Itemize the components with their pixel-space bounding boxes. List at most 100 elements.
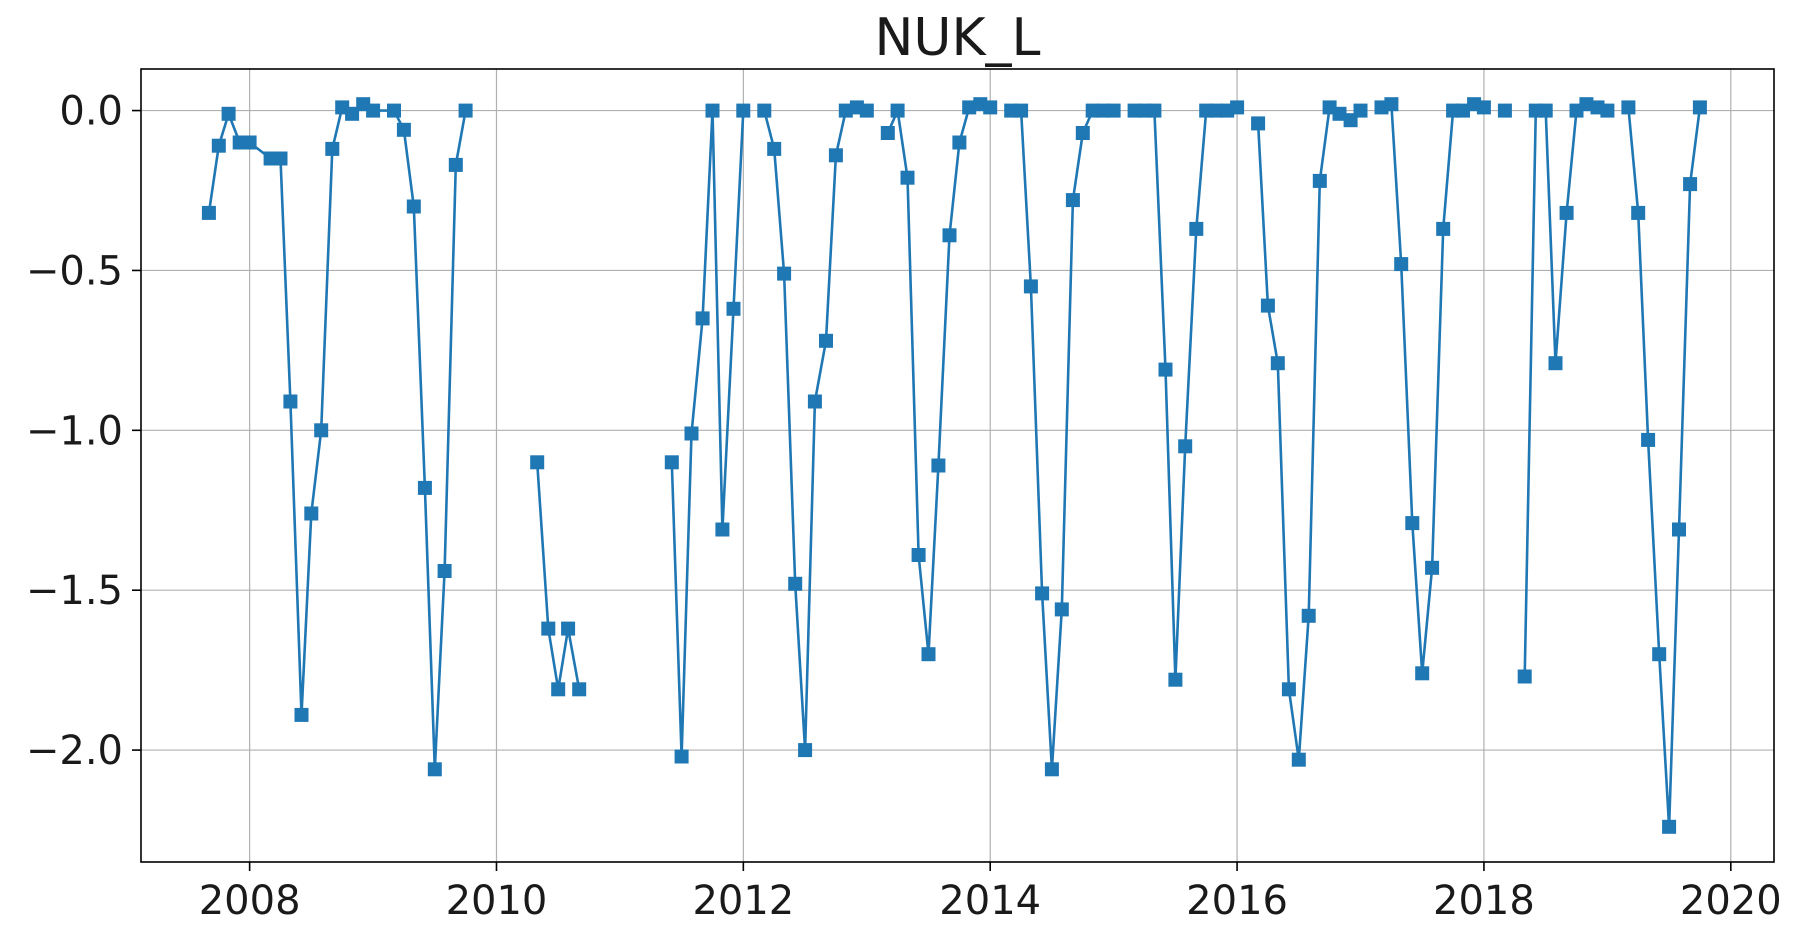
data-point	[880, 126, 895, 140]
data-point	[1158, 362, 1173, 377]
data-point	[211, 138, 226, 153]
x-tick-label: 2014	[939, 878, 1041, 924]
data-point	[1548, 356, 1563, 371]
tick-layer: 2008 2010 2012 2014 2016 2018 2020 0.0 −0.5 −1.0 −…	[26, 89, 1782, 924]
data-point	[807, 394, 822, 409]
data-point	[705, 103, 720, 118]
data-point	[572, 682, 587, 697]
data-point	[1014, 103, 1029, 118]
data-point	[931, 458, 946, 473]
data-point	[736, 103, 751, 118]
grid-layer	[141, 69, 1774, 862]
data-point	[1054, 602, 1069, 617]
data-point	[345, 106, 360, 121]
data-point	[417, 480, 432, 495]
data-point	[1579, 97, 1594, 112]
data-point	[983, 100, 998, 115]
series-line-segment	[1381, 102, 1485, 675]
data-point	[1476, 100, 1491, 115]
data-point	[1600, 103, 1615, 118]
data-point	[757, 103, 772, 118]
x-tick-label: 2018	[1433, 878, 1535, 924]
series-line-segment	[535, 462, 581, 691]
data-point	[767, 141, 782, 156]
data-point	[273, 151, 288, 166]
data-point	[221, 106, 236, 121]
data-point	[1075, 126, 1090, 140]
data-point	[314, 423, 329, 438]
data-point	[788, 576, 803, 591]
series-line-segment	[207, 102, 467, 771]
data-point	[684, 426, 699, 441]
data-point	[1662, 819, 1677, 834]
data-point	[1672, 522, 1686, 537]
data-point	[201, 205, 216, 220]
data-point	[1023, 279, 1038, 294]
data-point	[1044, 762, 1059, 777]
series-line-segment	[1011, 109, 1114, 771]
data-point	[325, 141, 340, 156]
data-point	[726, 301, 741, 316]
data-point	[695, 311, 710, 326]
data-point	[1065, 193, 1080, 208]
data-point	[664, 455, 679, 470]
data-point	[828, 148, 843, 163]
chart-title: NUK_L	[874, 8, 1040, 68]
y-tick-label: −2.0	[26, 728, 123, 774]
data-point	[819, 333, 833, 348]
data-point	[838, 103, 853, 118]
y-tick-label: −1.5	[26, 568, 123, 614]
data-point	[1035, 586, 1050, 601]
data-point	[304, 506, 319, 521]
data-point	[396, 122, 411, 137]
data-point	[1652, 647, 1667, 662]
data-point	[387, 103, 401, 118]
data-point	[406, 199, 421, 214]
data-point	[1230, 100, 1245, 115]
data-point	[458, 103, 473, 118]
data-point	[1085, 103, 1100, 118]
x-tick-label: 2008	[199, 878, 301, 924]
data-point	[1189, 221, 1204, 236]
data-point	[1538, 103, 1553, 118]
data-point	[1517, 669, 1532, 684]
y-tick-label: −0.5	[26, 248, 123, 294]
series-line-segment	[763, 106, 868, 752]
data-point	[1456, 103, 1470, 118]
data-point	[448, 157, 463, 172]
data-point	[900, 170, 915, 185]
data-point	[1260, 298, 1275, 313]
data-point	[911, 548, 926, 562]
data-point	[1425, 560, 1440, 575]
y-tick-label: 0.0	[59, 89, 123, 135]
data-point	[1621, 100, 1636, 115]
data-point	[1353, 103, 1368, 118]
plot-frame	[140, 68, 1775, 863]
data-point	[1312, 173, 1327, 188]
data-point	[437, 564, 452, 578]
data-point	[1178, 439, 1193, 454]
series-line-segment	[1134, 106, 1238, 682]
series-markers	[201, 97, 1707, 834]
series-line-segment	[1627, 107, 1702, 829]
data-point	[366, 103, 381, 118]
y-tick-label: −1.0	[26, 408, 123, 454]
data-point	[1692, 100, 1707, 115]
series-line-segment	[1256, 106, 1362, 762]
data-point	[551, 682, 566, 697]
data-point	[1405, 516, 1420, 531]
data-point	[715, 522, 730, 537]
data-point	[952, 135, 967, 150]
data-point	[777, 266, 792, 281]
data-point	[798, 743, 813, 758]
data-point	[427, 762, 442, 777]
data-point	[1683, 177, 1698, 192]
data-point	[1436, 221, 1451, 236]
data-point	[1631, 205, 1646, 220]
data-point	[1415, 666, 1430, 681]
data-point	[1168, 672, 1183, 687]
series-lines	[207, 102, 1702, 829]
data-point	[1251, 116, 1266, 131]
